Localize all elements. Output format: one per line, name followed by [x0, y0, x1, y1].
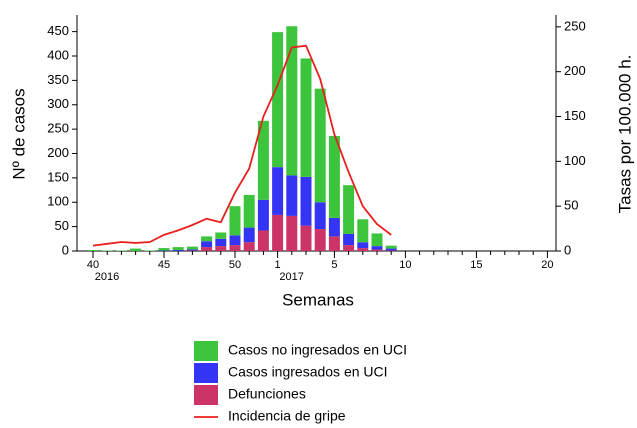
y2-tick-label: 0: [564, 242, 571, 257]
bar: [229, 235, 241, 246]
legend-label: Casos no ingresados en UCI: [228, 342, 407, 358]
bar: [328, 217, 340, 237]
y2-axis-title: Tasas por 100.000 h.: [615, 55, 634, 214]
bar: [272, 167, 284, 215]
x-tick-label: 10: [399, 259, 411, 271]
bar: [229, 206, 241, 236]
x-tick-label: 20: [541, 259, 553, 271]
bar: [300, 176, 312, 226]
legend-swatch: [194, 341, 218, 361]
bar: [201, 241, 213, 248]
bar: [343, 245, 355, 251]
x-tick-label: 50: [229, 259, 241, 271]
bar: [186, 246, 198, 250]
bar: [229, 245, 241, 251]
x-tick-label: 40: [87, 259, 99, 271]
bar: [343, 233, 355, 246]
bar: [201, 247, 213, 251]
bar: [158, 248, 170, 251]
bar: [215, 232, 227, 239]
bar: [130, 248, 142, 251]
bar: [257, 199, 269, 231]
bar: [87, 250, 99, 251]
bar: [257, 120, 269, 200]
bar: [314, 202, 326, 230]
bar: [172, 250, 184, 251]
bar: [357, 242, 369, 249]
bar: [286, 26, 298, 176]
bar: [243, 242, 255, 251]
x-tick-label: 1: [275, 259, 281, 271]
bar: [371, 249, 383, 251]
legend-label: Incidencia de gripe: [228, 408, 346, 424]
y-tick-label: 150: [47, 169, 69, 184]
bar: [371, 233, 383, 247]
y2-tick-label: 200: [564, 63, 586, 78]
x-tick-label: 45: [158, 259, 170, 271]
bar: [357, 248, 369, 251]
year-label: 2016: [95, 271, 119, 283]
line: [92, 44, 392, 247]
year-label: 2017: [279, 271, 303, 283]
y-tick-label: 100: [47, 194, 69, 209]
bar: [314, 229, 326, 251]
bar: [186, 249, 198, 251]
x-tick-label: 15: [470, 259, 482, 271]
bar: [257, 230, 269, 251]
bar: [300, 58, 312, 177]
y2-tick-label: 150: [564, 108, 586, 123]
legend-swatch: [194, 385, 218, 405]
y-tick-label: 450: [47, 23, 69, 38]
bar: [243, 227, 255, 243]
y-tick-label: 0: [62, 242, 69, 257]
bar: [385, 248, 397, 251]
y-tick-label: 350: [47, 72, 69, 87]
y-tick-label: 50: [55, 218, 69, 233]
bar: [215, 246, 227, 251]
x-axis-title: Semanas: [282, 290, 354, 309]
bar: [300, 225, 312, 251]
bar: [272, 214, 284, 251]
bar: [286, 215, 298, 251]
legend-label: Casos ingresados en UCI: [228, 364, 388, 380]
bar: [371, 246, 383, 250]
bar: [243, 194, 255, 228]
bar: [357, 219, 369, 243]
y-tick-label: 200: [47, 145, 69, 160]
y-axis-title: Nº de casos: [9, 88, 28, 179]
bar: [328, 236, 340, 251]
y2-tick-label: 100: [564, 153, 586, 168]
y2-tick-label: 50: [564, 198, 578, 213]
bar: [328, 135, 340, 218]
x-tick-label: 5: [331, 259, 337, 271]
bar: [272, 32, 284, 168]
bar: [343, 185, 355, 234]
bar: [215, 238, 227, 247]
bar: [286, 175, 298, 216]
y-tick-label: 400: [47, 47, 69, 62]
legend-label: Defunciones: [228, 386, 306, 402]
y-tick-label: 300: [47, 96, 69, 111]
bar: [385, 245, 397, 249]
y-tick-label: 250: [47, 121, 69, 136]
bar: [314, 88, 326, 203]
legend-swatch: [194, 363, 218, 383]
y2-tick-label: 250: [564, 18, 586, 33]
bar: [201, 236, 213, 242]
bar: [172, 247, 184, 251]
